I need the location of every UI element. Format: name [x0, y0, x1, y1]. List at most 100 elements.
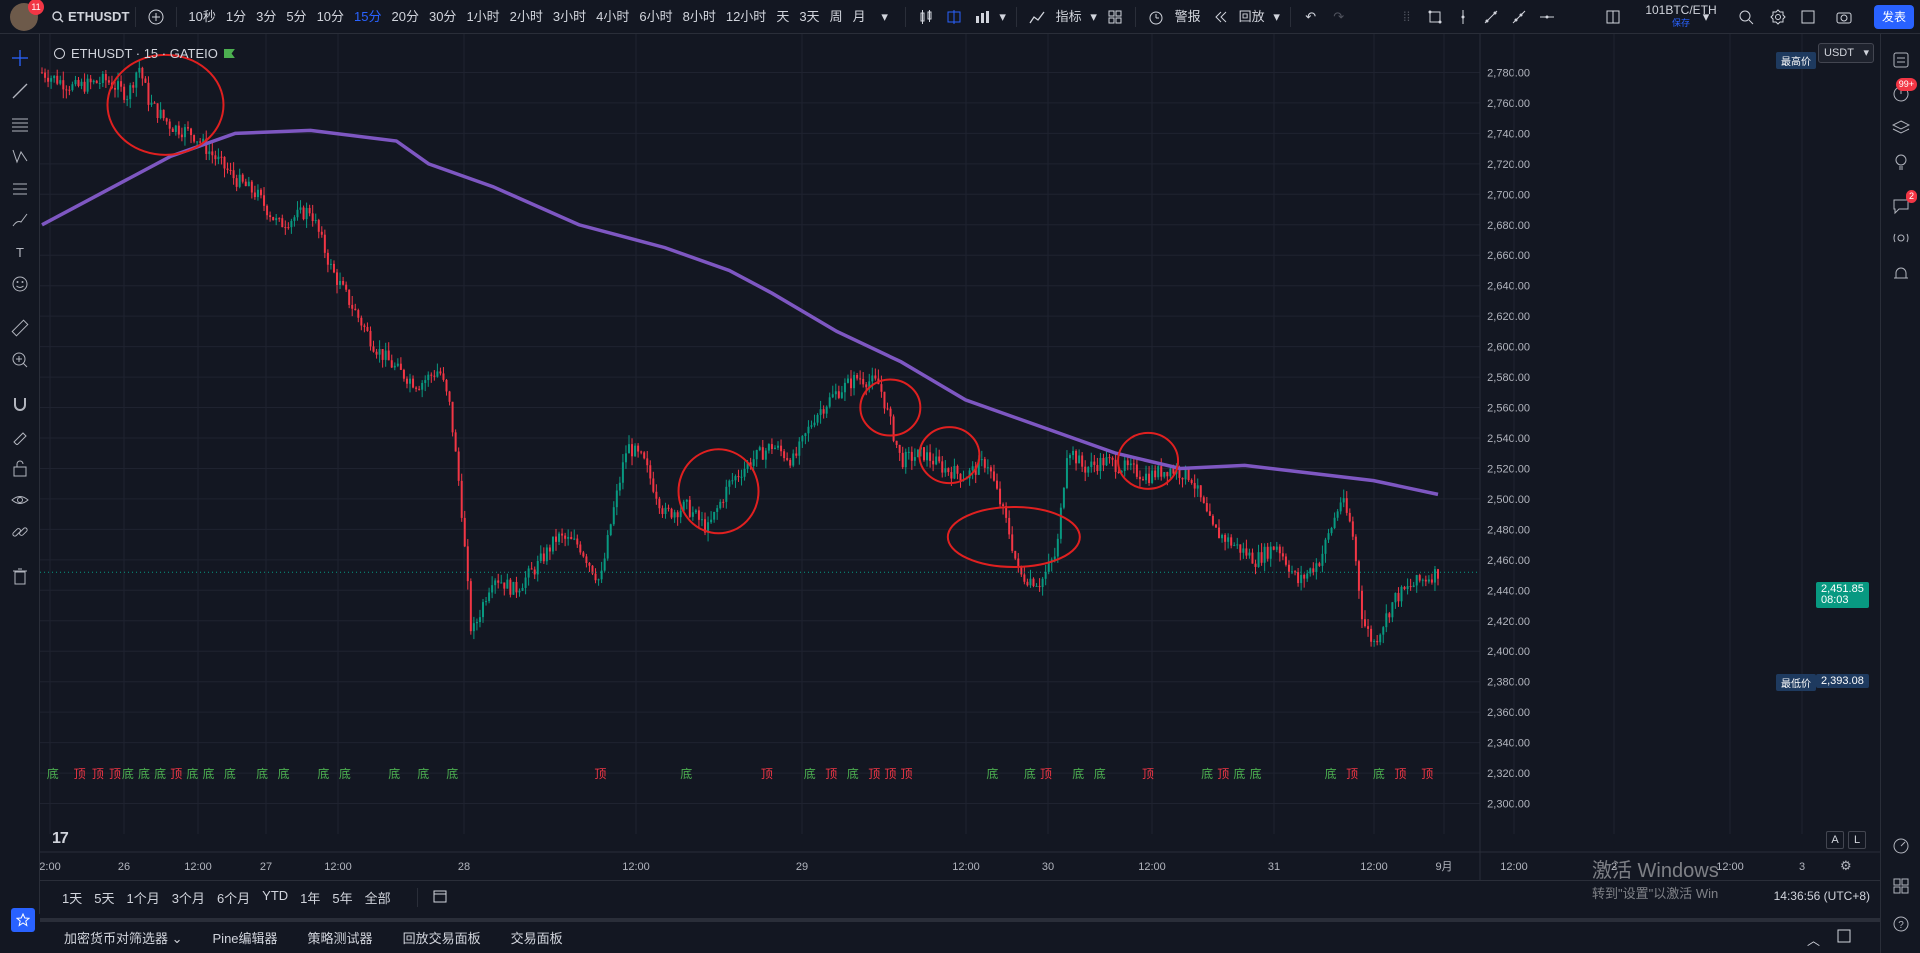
alerts-clock-icon[interactable]: 99+: [1889, 78, 1917, 106]
watchlist-icon[interactable]: [1889, 48, 1913, 72]
brush-tool-icon[interactable]: [8, 208, 32, 232]
horizontal-line-icon[interactable]: [1533, 3, 1561, 31]
interval-1[interactable]: 1分: [225, 8, 247, 24]
crosshair-icon[interactable]: [8, 46, 32, 70]
replay-icon[interactable]: [1206, 3, 1234, 31]
emoji-tool-icon[interactable]: [8, 272, 32, 296]
eye-icon[interactable]: [8, 488, 32, 512]
prediction-tool-icon[interactable]: [8, 176, 32, 200]
range-0[interactable]: 1天: [62, 891, 83, 906]
interval-0[interactable]: 10秒: [188, 8, 216, 24]
trash-icon[interactable]: [8, 564, 32, 588]
interval-15[interactable]: 天: [776, 8, 790, 24]
rectangle-tool-icon[interactable]: [1421, 3, 1449, 31]
range-4[interactable]: 6个月: [216, 891, 251, 906]
chat-icon[interactable]: 2: [1889, 190, 1917, 218]
help-icon[interactable]: ?: [1889, 912, 1913, 936]
interval-7[interactable]: 30分: [428, 8, 457, 24]
chart-canvas[interactable]: 2,300.00 2,320.00 2,340.00 2,360.00 2,380.00…: [40, 34, 1880, 880]
interval-8[interactable]: 1小时: [466, 8, 500, 24]
interval-14[interactable]: 12小时: [725, 8, 767, 24]
pattern-tool-icon[interactable]: [8, 144, 32, 168]
redo-icon[interactable]: ↷: [1333, 8, 1345, 24]
range-2[interactable]: 1个月: [126, 891, 160, 906]
interval-11[interactable]: 4小时: [596, 8, 630, 24]
bar-chart-icon[interactable]: [968, 3, 996, 31]
range-8[interactable]: 全部: [364, 891, 391, 906]
indicators-icon[interactable]: [1023, 3, 1051, 31]
panel-tab-0[interactable]: 加密货币对筛选器 ⌄: [64, 931, 183, 946]
alarm-clock-icon[interactable]: [1142, 3, 1170, 31]
auto-scale-button[interactable]: A: [1826, 831, 1844, 849]
interval-9[interactable]: 2小时: [509, 8, 543, 24]
fib-tool-icon[interactable]: [8, 112, 32, 136]
candle-type-icon[interactable]: [912, 3, 940, 31]
lightbulb-icon[interactable]: [1889, 150, 1913, 174]
speedometer-icon[interactable]: [1889, 834, 1913, 858]
magnet-icon[interactable]: [8, 392, 32, 416]
maximize-icon[interactable]: [1836, 928, 1852, 947]
text-tool-icon[interactable]: T: [16, 244, 24, 260]
lock-drawing-icon[interactable]: [8, 424, 32, 448]
panel-tab-1[interactable]: Pine编辑器: [212, 931, 278, 946]
interval-6[interactable]: 20分: [391, 8, 419, 24]
price-chart[interactable]: 2,300.00 2,320.00 2,340.00 2,360.00 2,380.00…: [40, 34, 1880, 914]
chevron-down-icon[interactable]: ▾: [999, 8, 1006, 24]
broadcast-icon[interactable]: [1889, 228, 1913, 252]
chevron-down-icon[interactable]: ▾: [1702, 9, 1710, 24]
interval-12[interactable]: 6小时: [639, 8, 673, 24]
log-scale-button[interactable]: L: [1848, 831, 1866, 849]
interval-13[interactable]: 8小时: [682, 8, 716, 24]
gear-icon[interactable]: [1764, 3, 1792, 31]
interval-17[interactable]: 周: [829, 8, 843, 24]
range-5[interactable]: YTD: [262, 888, 289, 903]
ray-line-icon[interactable]: [1505, 3, 1533, 31]
interval-4[interactable]: 10分: [316, 8, 345, 24]
layout-icon[interactable]: [1599, 3, 1627, 31]
symbol-search[interactable]: ETHUSDT: [52, 9, 129, 24]
interval-3[interactable]: 5分: [286, 8, 307, 24]
trend-line-icon[interactable]: [1477, 3, 1505, 31]
avatar[interactable]: 11: [10, 0, 44, 31]
chevron-down-icon[interactable]: ▾: [881, 8, 888, 24]
bell-icon[interactable]: [1889, 262, 1913, 286]
panel-tab-4[interactable]: 交易面板: [510, 931, 563, 946]
link-icon[interactable]: [8, 520, 32, 544]
fullscreen-icon[interactable]: [1794, 3, 1822, 31]
panel-tab-3[interactable]: 回放交易面板: [402, 931, 481, 946]
interval-10[interactable]: 3小时: [552, 8, 587, 24]
chevron-up-icon[interactable]: ︿: [1806, 933, 1820, 948]
chevron-down-icon[interactable]: ▾: [1090, 8, 1097, 24]
indicators-button[interactable]: 指标: [1055, 8, 1082, 24]
grid-icon[interactable]: [1889, 874, 1913, 898]
trend-line-tool-icon[interactable]: [8, 79, 32, 103]
range-3[interactable]: 3个月: [171, 891, 205, 906]
templates-icon[interactable]: [1101, 3, 1129, 31]
publish-button[interactable]: 发表: [1873, 5, 1914, 29]
zoom-in-icon[interactable]: [8, 348, 32, 372]
range-1[interactable]: 5天: [94, 891, 115, 906]
chart-type-icon[interactable]: [940, 3, 968, 31]
gear-icon[interactable]: ⚙: [1840, 858, 1852, 873]
range-6[interactable]: 1年: [300, 891, 321, 906]
replay-button[interactable]: 回放: [1238, 8, 1265, 24]
interval-5[interactable]: 15分: [354, 8, 382, 24]
layers-icon[interactable]: [1889, 116, 1913, 140]
panel-tab-2[interactable]: 策略测试器: [307, 931, 373, 946]
calendar-icon[interactable]: [416, 888, 448, 907]
undo-icon[interactable]: ↶: [1305, 8, 1317, 24]
vertical-line-icon[interactable]: [1449, 3, 1477, 31]
account-selector[interactable]: 101BTC/ETH 保存: [1626, 4, 1736, 30]
ruler-icon[interactable]: [8, 316, 32, 340]
currency-selector[interactable]: USDT ▾: [1818, 43, 1874, 63]
add-symbol-icon[interactable]: [142, 3, 170, 31]
chevron-down-icon[interactable]: ▾: [1273, 8, 1280, 24]
interval-2[interactable]: 3分: [256, 8, 277, 24]
range-7[interactable]: 5年: [332, 891, 353, 906]
lock-icon[interactable]: [8, 456, 32, 480]
clock[interactable]: 14:36:56 (UTC+8): [1773, 889, 1870, 903]
camera-icon[interactable]: [1830, 3, 1858, 31]
interval-18[interactable]: 月: [852, 8, 866, 24]
alert-button[interactable]: 警报: [1174, 8, 1201, 24]
quick-search-icon[interactable]: [1732, 3, 1760, 31]
